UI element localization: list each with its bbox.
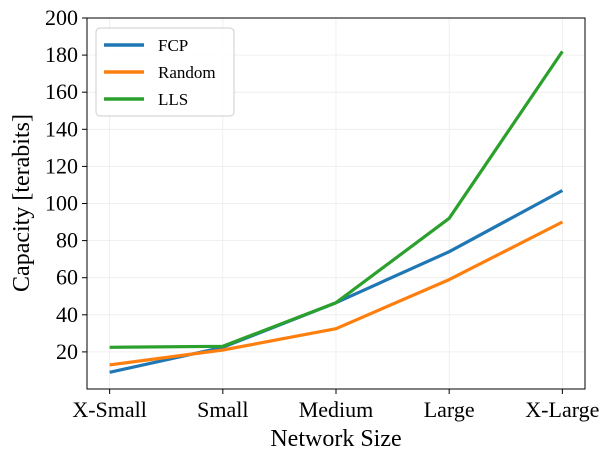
x-axis-ticks: X-Small Small Medium Large X-Large bbox=[72, 389, 599, 422]
x-tick-label: X-Large bbox=[525, 397, 599, 422]
y-tick-label: 80 bbox=[56, 228, 78, 253]
legend-box bbox=[95, 27, 235, 117]
y-tick-label: 20 bbox=[56, 339, 78, 364]
y-tick-label: 40 bbox=[56, 302, 78, 327]
legend: FCP Random LLS bbox=[95, 27, 235, 117]
series-lines bbox=[109, 50, 564, 374]
y-axis-title: Capacity [terabits] bbox=[9, 114, 35, 292]
series-line-lls bbox=[109, 50, 564, 349]
y-tick-label: 140 bbox=[45, 116, 78, 141]
x-tick-label: Medium bbox=[299, 397, 374, 422]
y-tick-label: 200 bbox=[45, 5, 78, 30]
y-tick-label: 120 bbox=[45, 153, 78, 178]
y-tick-label: 100 bbox=[45, 191, 78, 216]
series-line-random bbox=[109, 220, 564, 367]
y-tick-label: 160 bbox=[45, 79, 78, 104]
x-tick-label: X-Small bbox=[72, 397, 147, 422]
y-tick-label: 60 bbox=[56, 265, 78, 290]
legend-label-lls: LLS bbox=[158, 90, 188, 109]
x-axis-title: Network Size bbox=[270, 426, 401, 452]
legend-label-fcp: FCP bbox=[158, 36, 188, 55]
y-axis-ticks: 20 40 60 80 100 120 140 160 180 200 bbox=[45, 5, 87, 364]
y-tick-label: 180 bbox=[45, 42, 78, 67]
legend-label-random: Random bbox=[158, 63, 216, 82]
grid-lines bbox=[87, 17, 585, 389]
x-tick-label: Small bbox=[197, 397, 248, 422]
x-tick-label: Large bbox=[424, 397, 475, 422]
